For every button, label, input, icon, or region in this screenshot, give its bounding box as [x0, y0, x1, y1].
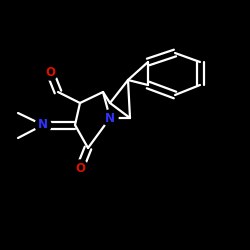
Circle shape — [72, 160, 88, 176]
Text: O: O — [45, 66, 55, 78]
Circle shape — [42, 64, 58, 80]
Text: N: N — [105, 112, 115, 124]
Circle shape — [35, 117, 51, 133]
Circle shape — [102, 110, 118, 126]
Text: O: O — [75, 162, 85, 174]
Text: N: N — [38, 118, 48, 132]
